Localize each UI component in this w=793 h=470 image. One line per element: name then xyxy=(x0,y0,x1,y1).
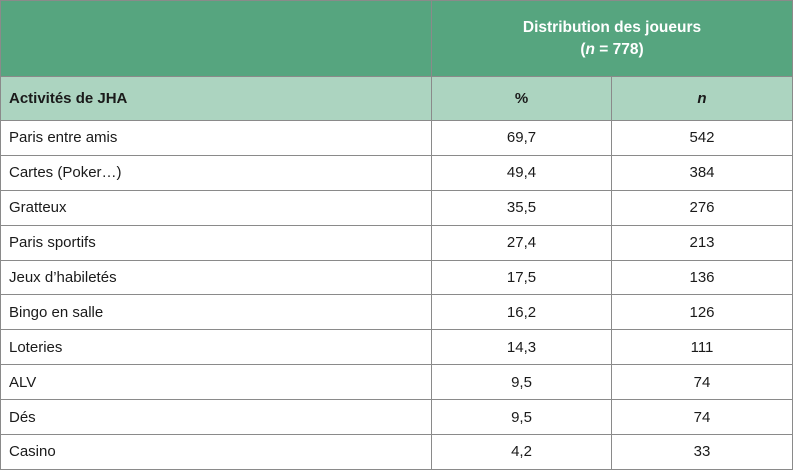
table-row: Casino 4,2 33 xyxy=(0,434,793,470)
column-header-activity: Activités de JHA xyxy=(0,76,432,121)
table-group-header-row: Distribution des joueurs (n = 778) xyxy=(0,0,793,77)
table-row: Gratteux 35,5 276 xyxy=(0,189,793,226)
count-cell: 136 xyxy=(610,259,793,296)
activity-cell: ALV xyxy=(0,364,432,401)
count-cell: 74 xyxy=(610,364,793,401)
count-cell: 276 xyxy=(610,189,793,226)
percent-cell: 14,3 xyxy=(431,329,612,366)
activity-cell: Paris sportifs xyxy=(0,224,432,261)
table-row: Dés 9,5 74 xyxy=(0,399,793,436)
sample-size-value: = 778) xyxy=(594,40,644,58)
table-row: Cartes (Poker…) 49,4 384 xyxy=(0,154,793,191)
activity-cell: Paris entre amis xyxy=(0,120,432,156)
percent-cell: 9,5 xyxy=(431,364,612,401)
table-row: Jeux d’habiletés 17,5 136 xyxy=(0,259,793,296)
percent-cell: 16,2 xyxy=(431,294,612,331)
percent-cell: 69,7 xyxy=(431,120,612,156)
table-row: Paris entre amis 69,7 542 xyxy=(0,120,793,156)
activity-cell: Gratteux xyxy=(0,189,432,226)
column-header-count: n xyxy=(610,76,793,121)
activity-cell: Casino xyxy=(0,434,432,470)
table-row: ALV 9,5 74 xyxy=(0,364,793,401)
percent-cell: 49,4 xyxy=(431,154,612,191)
count-cell: 213 xyxy=(610,224,793,261)
sample-size-open-paren: ( xyxy=(580,40,586,58)
count-cell: 542 xyxy=(610,120,793,156)
table-body: Paris entre amis 69,7 542 Cartes (Poker…… xyxy=(0,120,793,470)
sample-size-n-label: n xyxy=(585,40,595,58)
activity-cell: Jeux d’habiletés xyxy=(0,259,432,296)
header-empty-cell xyxy=(0,0,432,77)
count-cell: 384 xyxy=(610,154,793,191)
table-row: Paris sportifs 27,4 213 xyxy=(0,224,793,261)
group-header-cell: Distribution des joueurs (n = 778) xyxy=(430,0,793,77)
activity-cell: Cartes (Poker…) xyxy=(0,154,432,191)
table-row: Loteries 14,3 111 xyxy=(0,329,793,366)
percent-cell: 27,4 xyxy=(431,224,612,261)
group-sample-size: (n = 778) xyxy=(432,39,792,61)
count-cell: 111 xyxy=(610,329,793,366)
count-cell: 74 xyxy=(610,399,793,436)
activity-cell: Loteries xyxy=(0,329,432,366)
column-header-percent: % xyxy=(431,76,612,121)
count-cell: 126 xyxy=(610,294,793,331)
activity-cell: Bingo en salle xyxy=(0,294,432,331)
count-cell: 33 xyxy=(610,434,793,470)
group-title: Distribution des joueurs xyxy=(522,18,702,36)
activity-cell: Dés xyxy=(0,399,432,436)
table-column-header-row: Activités de JHA % n xyxy=(0,76,793,121)
percent-cell: 9,5 xyxy=(431,399,612,436)
percent-cell: 4,2 xyxy=(431,434,612,470)
table-row: Bingo en salle 16,2 126 xyxy=(0,294,793,331)
percent-cell: 35,5 xyxy=(431,189,612,226)
percent-cell: 17,5 xyxy=(431,259,612,296)
